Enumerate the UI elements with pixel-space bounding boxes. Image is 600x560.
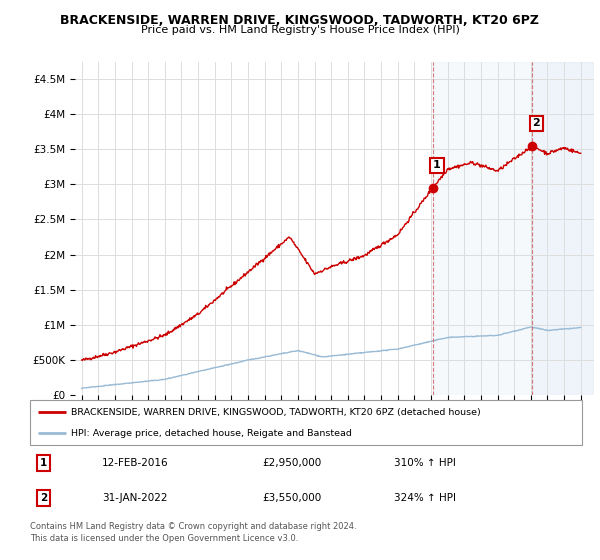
Bar xyxy=(532,62,594,395)
Text: Price paid vs. HM Land Registry's House Price Index (HPI): Price paid vs. HM Land Registry's House … xyxy=(140,25,460,35)
Text: 31-JAN-2022: 31-JAN-2022 xyxy=(102,493,167,503)
Text: BRACKENSIDE, WARREN DRIVE, KINGSWOOD, TADWORTH, KT20 6PZ: BRACKENSIDE, WARREN DRIVE, KINGSWOOD, TA… xyxy=(61,14,539,27)
Text: £3,550,000: £3,550,000 xyxy=(262,493,321,503)
Text: 2: 2 xyxy=(40,493,47,503)
Text: 1: 1 xyxy=(40,459,47,468)
Text: 324% ↑ HPI: 324% ↑ HPI xyxy=(394,493,457,503)
Text: 12-FEB-2016: 12-FEB-2016 xyxy=(102,459,169,468)
Text: 310% ↑ HPI: 310% ↑ HPI xyxy=(394,459,456,468)
Text: BRACKENSIDE, WARREN DRIVE, KINGSWOOD, TADWORTH, KT20 6PZ (detached house): BRACKENSIDE, WARREN DRIVE, KINGSWOOD, TA… xyxy=(71,408,481,417)
Text: £2,950,000: £2,950,000 xyxy=(262,459,321,468)
Text: Contains HM Land Registry data © Crown copyright and database right 2024.
This d: Contains HM Land Registry data © Crown c… xyxy=(30,522,356,543)
Text: HPI: Average price, detached house, Reigate and Banstead: HPI: Average price, detached house, Reig… xyxy=(71,428,352,437)
Text: 1: 1 xyxy=(433,160,441,170)
Bar xyxy=(433,62,594,395)
Text: 2: 2 xyxy=(532,118,540,128)
